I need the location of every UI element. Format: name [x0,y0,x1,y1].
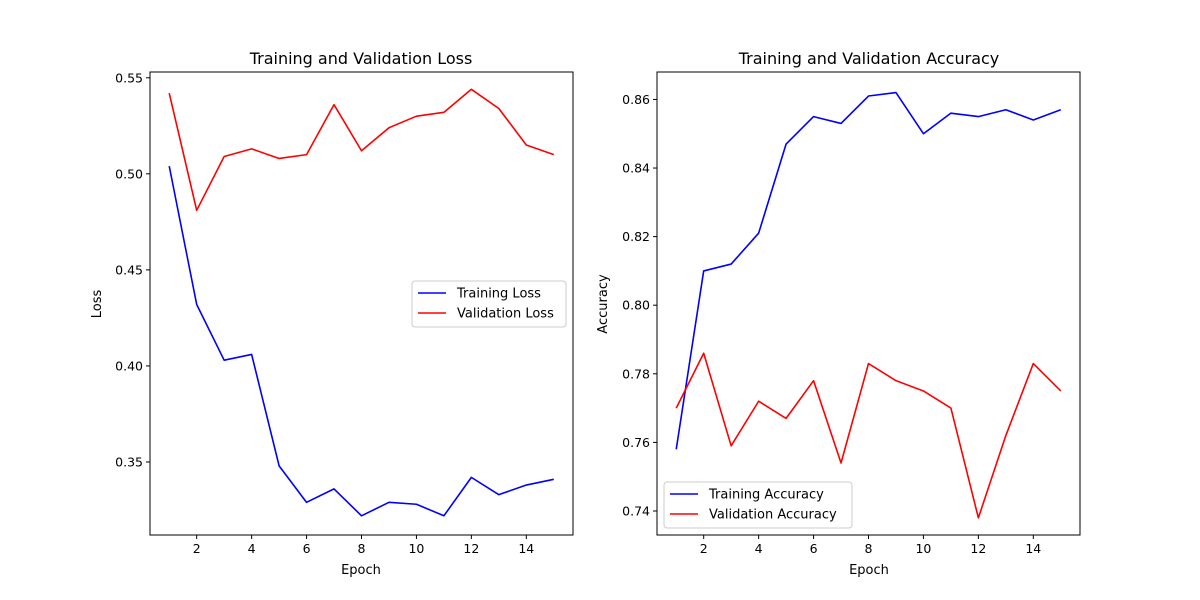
loss-y-tick-label: 0.45 [115,262,143,277]
loss-ticks: 2 4 6 8 10 12 14 0.35 0.40 0.45 0.50 0.55 [115,70,534,556]
loss-x-tick-label: 8 [358,541,366,556]
loss-x-axis-label: Epoch [341,563,381,578]
loss-lines [168,88,555,517]
accuracy-x-tick-label: 4 [755,541,763,556]
loss-legend-label-1: Validation Loss [457,307,554,322]
loss-legend: Training Loss Validation Loss [411,280,567,328]
accuracy-y-axis-label: Accuracy [596,274,611,334]
accuracy-legend-label-1: Validation Accuracy [709,508,837,523]
accuracy-legend: Training Accuracy Validation Accuracy [663,481,853,529]
accuracy-lines [675,91,1062,519]
loss-y-tick-label: 0.50 [115,166,143,181]
loss-x-tick-label: 12 [463,541,479,556]
accuracy-legend-label-0: Training Accuracy [708,488,824,503]
accuracy-legend-box [663,481,853,529]
accuracy-x-tick-label: 14 [1025,541,1041,556]
loss-series-line-1 [168,88,555,212]
accuracy-series-line-0 [675,91,1062,450]
loss-legend-box [411,280,567,328]
loss-y-tick-label: 0.55 [115,70,143,85]
loss-legend-label-0: Training Loss [456,287,541,302]
accuracy-x-axis-label: Epoch [849,563,889,578]
accuracy-chart: Training and Validation Accuracy Epoch A… [596,49,1081,578]
accuracy-y-tick-label: 0.80 [622,298,650,313]
accuracy-y-tick-label: 0.74 [622,503,650,518]
accuracy-y-tick-label: 0.82 [622,229,650,244]
accuracy-y-tick-label: 0.86 [622,92,650,107]
accuracy-y-tick-label: 0.78 [622,366,650,381]
loss-x-tick-label: 4 [248,541,256,556]
accuracy-y-tick-label: 0.76 [622,435,650,450]
loss-x-tick-label: 14 [518,541,534,556]
loss-x-tick-label: 10 [408,541,424,556]
loss-chart: Training and Validation Loss Epoch Loss … [90,49,574,578]
loss-chart-title: Training and Validation Loss [249,49,473,68]
accuracy-x-tick-label: 10 [915,541,931,556]
accuracy-x-tick-label: 8 [865,541,873,556]
loss-plot-frame [149,71,574,536]
accuracy-chart-title: Training and Validation Accuracy [738,49,1000,68]
loss-y-tick-label: 0.35 [115,454,143,469]
loss-y-tick-label: 0.40 [115,358,143,373]
accuracy-x-tick-label: 12 [970,541,986,556]
accuracy-x-tick-label: 2 [700,541,708,556]
loss-x-tick-label: 6 [303,541,311,556]
accuracy-series-line-1 [675,352,1062,519]
loss-x-tick-label: 2 [193,541,201,556]
loss-y-axis-label: Loss [90,290,105,319]
accuracy-y-tick-label: 0.84 [622,161,650,176]
loss-series-line-0 [168,165,554,517]
accuracy-x-tick-label: 6 [810,541,818,556]
accuracy-ticks: 2 4 6 8 10 12 14 0.74 0.76 0.78 0.80 0.82 0.84 0.86 [622,92,1041,556]
accuracy-plot-frame [656,71,1081,536]
